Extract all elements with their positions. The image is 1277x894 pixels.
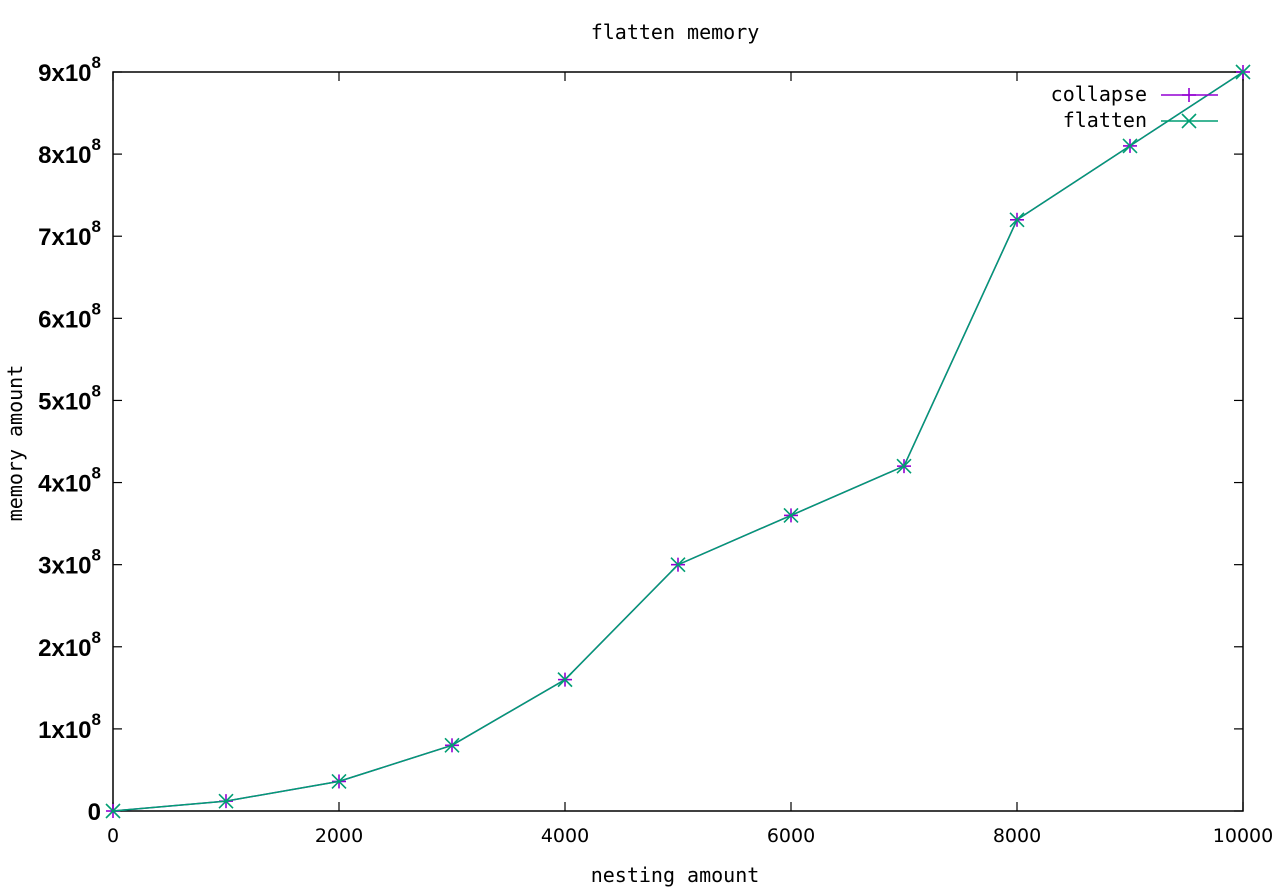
y-tick-label: 8x108 [38, 135, 101, 169]
marker-stroke [670, 557, 686, 573]
series-layer [105, 64, 1251, 819]
x-tick-label: 2000 [315, 825, 363, 847]
y-tick-exponent: 8 [92, 628, 101, 647]
data-point-flatten [896, 458, 912, 474]
y-tick-exponent: 8 [92, 299, 101, 318]
series-flatten [105, 64, 1251, 819]
data-point-flatten [1235, 64, 1251, 80]
y-tick-exponent: 8 [92, 464, 101, 483]
marker-stroke [1122, 138, 1138, 154]
data-point-flatten [557, 672, 573, 688]
x-tick-label: 8000 [993, 825, 1041, 847]
legend-item-collapse: collapse [1051, 82, 1218, 106]
series-line-flatten [112, 71, 1244, 812]
legend-marker-flatten [1181, 113, 1197, 129]
marker-stroke [557, 672, 573, 688]
y-tick-mantissa: 1x10 [38, 717, 91, 744]
y-tick-label: 0 [88, 799, 101, 826]
marker-stroke [331, 773, 347, 790]
data-point-flatten [218, 793, 234, 809]
y-tick-label: 5x108 [38, 381, 101, 415]
marker-stroke [896, 458, 912, 474]
y-tick-mantissa: 3x10 [38, 553, 91, 580]
y-tick-label: 6x108 [38, 299, 101, 333]
y-tick-exponent: 8 [92, 135, 101, 154]
marker-stroke [444, 737, 460, 753]
y-tick-mantissa: 2x10 [38, 635, 91, 662]
legend-label-collapse: collapse [1051, 82, 1147, 106]
y-tick-label: 1x108 [38, 710, 101, 744]
y-tick-exponent: 8 [92, 710, 101, 729]
y-tick-mantissa: 5x10 [38, 388, 91, 415]
legend-label-flatten: flatten [1063, 108, 1147, 132]
data-point-flatten [331, 773, 347, 790]
y-tick-label: 9x108 [38, 53, 101, 87]
data-point-flatten [444, 737, 460, 753]
y-tick-mantissa: 9x10 [38, 60, 91, 87]
y-tick-exponent: 8 [92, 53, 101, 72]
y-tick-label: 2x108 [38, 628, 101, 662]
y-tick-exponent: 8 [92, 381, 101, 400]
data-point-flatten [1009, 212, 1025, 228]
y-tick-mantissa: 7x10 [38, 224, 91, 251]
marker-stroke [218, 793, 234, 809]
marker-stroke [105, 803, 121, 819]
series-collapse [106, 65, 1250, 818]
x-tick-label: 6000 [767, 825, 815, 847]
y-axis-label: memory amount [3, 365, 27, 522]
marker-stroke [1009, 212, 1025, 228]
marker-stroke [783, 507, 799, 523]
x-tick-label: 10000 [1213, 825, 1273, 847]
marker-stroke [1181, 113, 1197, 129]
y-tick-mantissa: 6x10 [38, 306, 91, 333]
y-tick-label: 4x108 [38, 464, 101, 498]
y-tick-mantissa: 8x10 [38, 142, 91, 169]
x-axis-label: nesting amount [591, 863, 760, 887]
legend-marker-collapse [1182, 88, 1196, 102]
data-point-flatten [783, 507, 799, 523]
y-tick-label: 7x108 [38, 217, 101, 251]
y-tick-mantissa: 4x10 [38, 471, 91, 498]
data-point-flatten [105, 803, 121, 819]
y-tick-label: 3x108 [38, 546, 101, 580]
chart-title: flatten memory [591, 20, 760, 44]
x-tick-label: 4000 [541, 825, 589, 847]
x-tick-label: 0 [107, 825, 119, 847]
axis-ticks: 0 2000 4000 6000 8000 1000001x1082x1083x1084x… [38, 53, 1273, 847]
legend-item-flatten: flatten [1063, 108, 1218, 132]
y-tick-mantissa: 0 [88, 799, 101, 826]
y-tick-exponent: 8 [92, 546, 101, 565]
data-point-flatten [670, 557, 686, 573]
marker-stroke [1235, 64, 1251, 80]
y-tick-exponent: 8 [92, 217, 101, 236]
plot-frame [112, 71, 1244, 812]
data-point-flatten [1122, 138, 1138, 154]
